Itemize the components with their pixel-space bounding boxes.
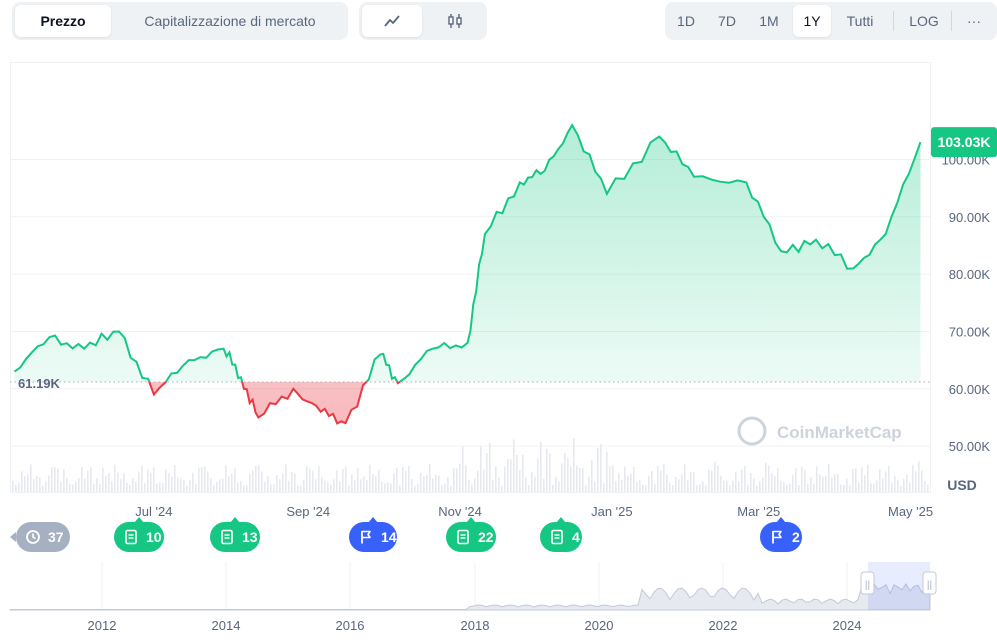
y-tick-label: 90.00K [949, 210, 991, 225]
navigator-year-label: 2020 [585, 618, 614, 633]
badge-count: 14 [381, 529, 397, 545]
x-tick-label: Sep '24 [286, 504, 330, 519]
badge-count: 13 [242, 529, 258, 545]
volume-bars [12, 438, 929, 492]
flag-icon [772, 530, 782, 544]
news-badge[interactable]: 10 [114, 517, 164, 552]
navigator-year-label: 2012 [88, 618, 117, 633]
x-axis: Jul '24 Sep '24 Nov '24 Jan '25 Mar '25 May '… [135, 504, 933, 519]
badge-count: 10 [146, 529, 162, 545]
candlestick-icon [448, 14, 462, 28]
x-tick-label: Jan '25 [591, 504, 633, 519]
badge-count: 22 [478, 529, 494, 545]
plot-frame [10, 62, 931, 493]
x-tick-label: May '25 [888, 504, 933, 519]
x-tick-label: Mar '25 [737, 504, 780, 519]
price-line-up [13, 123, 922, 382]
range-all[interactable]: Tutti [846, 13, 874, 29]
price-area-up [14, 125, 921, 382]
tab-market-cap[interactable]: Capitalizzazione di mercato [144, 13, 316, 29]
document-icon [221, 529, 233, 545]
y-tick-label: 50.00K [949, 439, 991, 454]
log-toggle[interactable]: LOG [909, 13, 939, 29]
line-chart-icon [384, 15, 400, 27]
svg-text:||: || [927, 580, 932, 591]
navigator-year-label: 2024 [833, 618, 862, 633]
x-tick-label: Jul '24 [135, 504, 172, 519]
candlestick-button[interactable] [425, 5, 485, 37]
history-icon [26, 530, 40, 544]
flag-icon [361, 530, 371, 544]
currency-label: USD [947, 477, 977, 493]
navigator-year-label: 2022 [709, 618, 738, 633]
watermark-text: CoinMarketCap [777, 423, 902, 442]
navigator-handle-left[interactable]: || [860, 571, 875, 595]
y-tick-label: 80.00K [949, 267, 991, 282]
range-1y[interactable]: 1Y [793, 5, 831, 37]
document-icon [551, 529, 563, 545]
line-chart-button[interactable] [362, 5, 422, 37]
navigator-year-label: 2014 [212, 618, 241, 633]
current-price-label: 103.03K [938, 134, 991, 150]
news-badge[interactable]: 4 [540, 517, 582, 552]
watermark: CoinMarketCap [737, 416, 902, 446]
tab-price[interactable]: Prezzo [15, 5, 111, 37]
badge-count: 2 [792, 529, 800, 545]
divider [951, 11, 952, 31]
range-7d[interactable]: 7D [718, 13, 736, 29]
badge-count: 37 [48, 529, 64, 545]
history-badge[interactable]: 37 [10, 522, 70, 552]
range-1m[interactable]: 1M [759, 13, 779, 29]
badge-count: 4 [572, 529, 580, 545]
navigator-year-label: 2018 [461, 618, 490, 633]
navigator-handle-right[interactable]: || [922, 571, 937, 595]
baseline-label: 61.19K [18, 376, 61, 391]
navigator[interactable]: || || 2012 2014 2016 2018 2020 2022 2024 [9, 562, 937, 633]
range-selector: 1D 7D 1M 1Y Tutti LOG ··· [665, 2, 997, 40]
divider [893, 11, 894, 31]
range-1d[interactable]: 1D [677, 13, 695, 29]
y-tick-label: 70.00K [949, 324, 991, 339]
navigator-year-label: 2016 [336, 618, 365, 633]
event-badge[interactable]: 2 [760, 517, 802, 552]
news-badge[interactable]: 22 [446, 517, 496, 552]
more-options-button[interactable]: ··· [967, 13, 981, 29]
x-tick-label: Nov '24 [438, 504, 482, 519]
news-badge[interactable]: 13 [210, 517, 260, 552]
svg-text:||: || [865, 580, 870, 591]
current-price-tag: 103.03K [931, 127, 997, 158]
navigator-selection[interactable] [868, 562, 930, 610]
document-icon [457, 529, 469, 545]
chart-type-toggle [359, 2, 487, 40]
document-icon [125, 529, 137, 545]
chart-tabs: Prezzo Capitalizzazione di mercato [12, 2, 348, 40]
y-tick-label: 60.00K [949, 382, 991, 397]
event-badge[interactable]: 14 [349, 517, 397, 552]
